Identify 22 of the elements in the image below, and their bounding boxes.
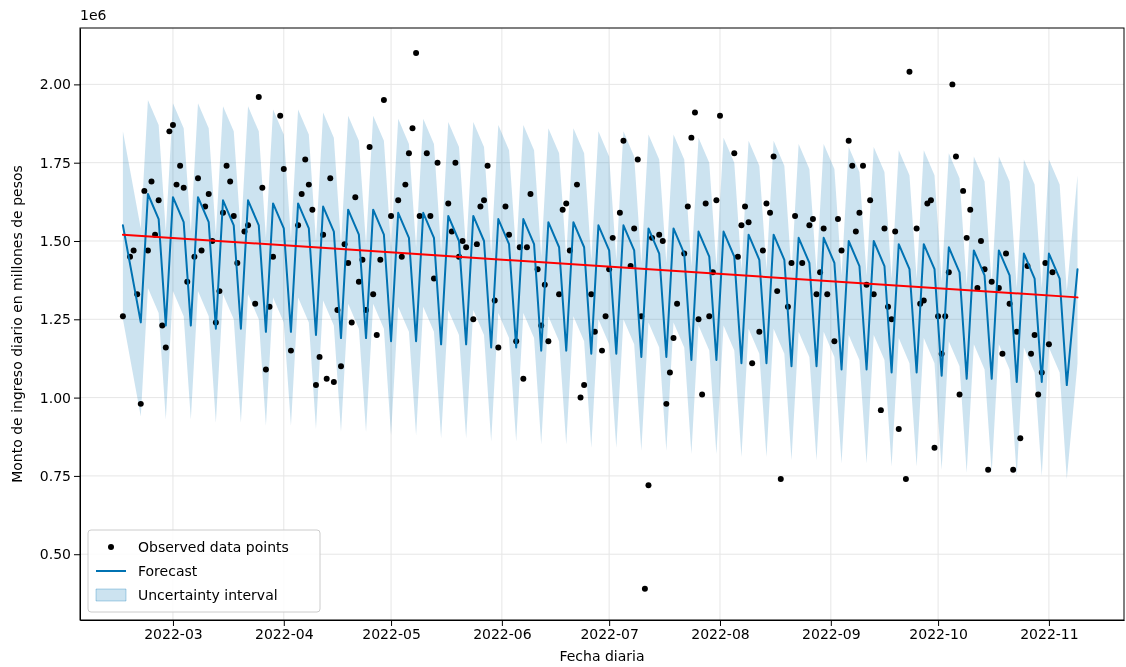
y-tick-label: 1.25 <box>39 311 71 328</box>
x-tick-label: 2022-07 <box>580 625 639 642</box>
x-tick-label: 2022-10 <box>909 625 968 642</box>
x-axis-title: Fecha diaria <box>559 648 645 664</box>
y-tick-label: 0.50 <box>39 546 71 563</box>
y-tick-label: 1.00 <box>39 389 71 406</box>
x-tick-label: 2022-08 <box>691 625 750 642</box>
text: 1e6 <box>80 7 107 23</box>
x-tick-label: 2022-06 <box>473 625 532 642</box>
y-tick-label: 2.00 <box>39 76 71 93</box>
y-tick-label: 1.75 <box>39 154 71 171</box>
annotation: Uncertainty interval <box>138 587 278 603</box>
x-tick-label: 2022-09 <box>802 625 861 642</box>
y-tick-label: 1.50 <box>39 232 71 249</box>
y-axis-title: Monto de ingreso diario en millones de pesos <box>9 165 25 483</box>
x-tick-label: 2022-05 <box>362 625 421 642</box>
legend-label: Forecast <box>138 563 198 579</box>
x-tick-label: 2022-11 <box>1020 625 1079 642</box>
y-tick-label: 0.75 <box>39 467 71 484</box>
x-tick-label: 2022-04 <box>255 625 314 642</box>
legend-label: Observed data points <box>138 539 289 555</box>
x-tick-label: 2022-03 <box>144 625 203 642</box>
